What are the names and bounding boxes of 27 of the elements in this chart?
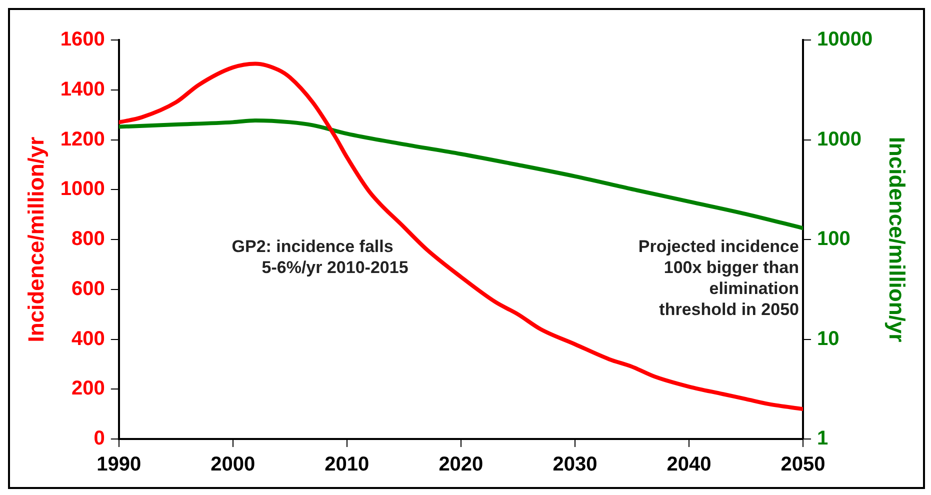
y2-tick-label: 10 [816,328,840,350]
y2-tick-label: 1 [816,428,828,450]
x-tick-label: 2000 [210,454,256,476]
y2-tick-label: 1000 [816,128,862,150]
y-tick-label: 800 [72,228,105,250]
annotation: Projected incidence 100x bigger than elimination threshold in 2050 [638,237,799,320]
y-tick-label: 400 [72,328,105,350]
line-series [118,62,803,412]
y-axis-title: Incidence/million/yr [23,136,48,342]
x-tick-label: 2030 [552,454,598,476]
y-tick-label: 1000 [60,178,105,200]
x-tick-label: 2010 [324,454,370,476]
y-tick-label: 600 [72,278,105,300]
y-tick-label: 1200 [60,128,105,150]
y2-tick-label: 100 [816,228,850,250]
y-tick-label: 0 [94,428,105,450]
x-tick-label: 2020 [438,454,484,476]
y-tick-label: 1400 [60,78,105,100]
annotation: GP2: incidence falls 5-6%/yr 2010-2015 [232,237,408,278]
line-series [118,118,803,230]
x-tick-label: 1990 [96,454,142,476]
x-tick-label: 2040 [666,454,712,476]
y2-tick-label: 10000 [816,28,873,51]
x-tick-label: 2050 [780,454,826,476]
y-tick-label: 1600 [60,28,105,51]
y2-axis-title: Incidence/million/yr [884,136,910,343]
y-tick-label: 200 [72,378,105,400]
